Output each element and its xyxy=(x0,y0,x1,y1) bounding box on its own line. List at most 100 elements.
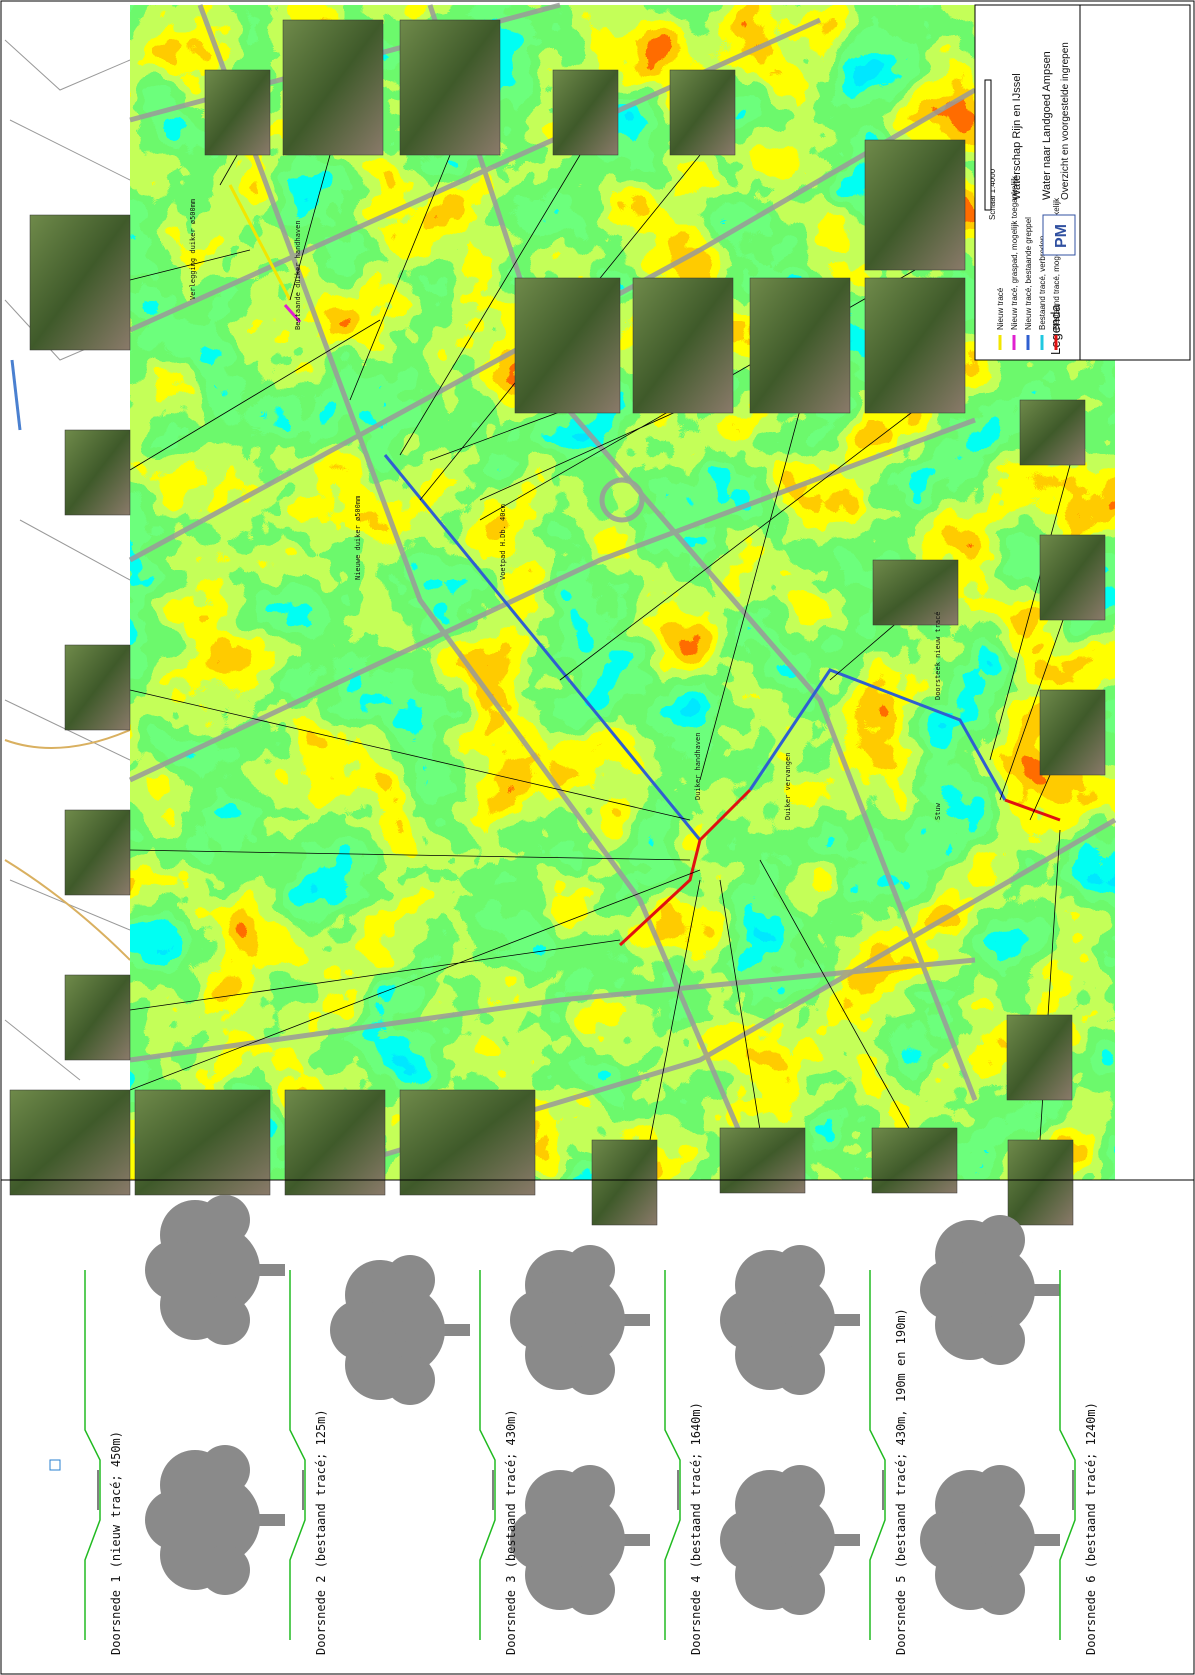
map-annotation: Duiker vervangen xyxy=(784,753,792,820)
map-annotation: Verlegging duiker ø500mm xyxy=(189,199,197,300)
scale-label: Schaal 1:4000 xyxy=(988,168,997,220)
tree-crown xyxy=(775,1245,825,1295)
map-annotations: Verlegging duiker ø500mm Bestaande duiker… xyxy=(189,199,942,820)
section-title: Doorsnede 2 (bestaand tracé; 125m) xyxy=(314,1409,328,1655)
route-new xyxy=(228,184,292,301)
site-photo xyxy=(864,139,966,271)
tree-crown xyxy=(200,1545,250,1595)
tree-crown xyxy=(975,1215,1025,1265)
site-photo xyxy=(1006,1014,1073,1101)
scale-bar xyxy=(984,79,992,211)
map-annotation: Doorsteek nieuw tracé xyxy=(934,611,942,700)
site-photo xyxy=(9,1089,131,1196)
section-profile xyxy=(479,1270,496,1640)
site-photo xyxy=(1039,534,1106,621)
site-photo xyxy=(514,277,621,414)
site-photo xyxy=(872,559,959,626)
section-profile xyxy=(664,1270,681,1640)
tree-crown xyxy=(920,1510,980,1570)
site-photo xyxy=(864,277,966,414)
section-profile xyxy=(1059,1270,1076,1640)
elevation-map-texture xyxy=(130,5,975,1180)
map-annotation: Stuw xyxy=(934,802,942,820)
tree-crown xyxy=(975,1315,1025,1365)
site-photo xyxy=(1039,689,1106,776)
client-name: Waterschap Rijn en IJssel xyxy=(1011,73,1023,200)
section-title: Doorsnede 3 (bestaand tracé; 430m) xyxy=(504,1409,518,1655)
site-photo xyxy=(552,69,619,156)
site-photo xyxy=(749,277,851,414)
section-title: Doorsnede 4 (bestaand tracé; 1640m) xyxy=(689,1402,703,1655)
tree-crown xyxy=(720,1510,780,1570)
site-photo xyxy=(871,1127,958,1194)
tree-crown xyxy=(385,1255,435,1305)
tree-crown xyxy=(920,1260,980,1320)
tree-crown xyxy=(565,1345,615,1395)
tree-crown xyxy=(510,1510,570,1570)
site-photo xyxy=(64,644,131,731)
section-profile xyxy=(869,1270,886,1640)
tree-crown xyxy=(200,1195,250,1245)
section-profile xyxy=(289,1270,306,1640)
route-ditch xyxy=(383,454,1007,841)
tree-crown xyxy=(775,1345,825,1395)
site-photo xyxy=(64,974,131,1061)
legend-label: Nieuw tracé xyxy=(996,287,1005,330)
site-photo xyxy=(669,69,736,156)
site-photo xyxy=(1007,1139,1074,1226)
site-photo xyxy=(399,1089,536,1196)
tree-crown xyxy=(145,1490,205,1550)
site-photo xyxy=(399,19,501,156)
site-photo xyxy=(204,69,271,156)
structure-symbol xyxy=(49,1459,61,1471)
logo: PM xyxy=(1053,224,1070,248)
title-block-texts: Schaal 1:4000 Waterschap Rijn en IJssel Wa… xyxy=(984,42,1076,256)
tree-crown xyxy=(775,1565,825,1615)
tree-crown xyxy=(975,1565,1025,1615)
section-title: Doorsnede 5 (bestaand tracé; 430m, 190m … xyxy=(894,1308,908,1655)
tree-crown xyxy=(330,1300,390,1360)
tree-crown xyxy=(565,1565,615,1615)
tree-crown xyxy=(145,1240,205,1300)
tree-crown xyxy=(200,1445,250,1495)
site-photo xyxy=(1019,399,1086,466)
tree-crown xyxy=(510,1290,570,1350)
map-annotation: Bestaande duiker handhaven xyxy=(294,220,302,330)
section-profile xyxy=(84,1270,101,1640)
logo-box xyxy=(1042,214,1076,256)
site-photo xyxy=(632,277,734,414)
legend-label: Nieuw tracé, bestaande greppel xyxy=(1024,217,1033,330)
photos xyxy=(9,19,1106,1226)
project-name: Water naar Landgoed Ampsen xyxy=(1041,51,1053,200)
site-photo xyxy=(134,1089,271,1196)
section-title: Doorsnede 1 (nieuw tracé; 450m) xyxy=(109,1431,123,1655)
subject: Overzicht en voorgestelde ingrepen xyxy=(1060,42,1071,200)
tree-crown xyxy=(200,1295,250,1345)
site-photo xyxy=(591,1139,658,1226)
site-photo xyxy=(29,214,131,351)
legend-label: Bestaand tracé, verbreden xyxy=(1038,236,1047,330)
site-photo xyxy=(284,1089,386,1196)
section-title: Doorsnede 6 (bestaand tracé; 1240m) xyxy=(1084,1402,1098,1655)
legend-title: Legenda xyxy=(1048,304,1063,355)
title-block xyxy=(974,4,1191,361)
site-photo xyxy=(282,19,384,156)
site-photo xyxy=(64,429,131,516)
map-annotation: Nieuwe duiker ø500mm xyxy=(354,496,362,580)
routes xyxy=(228,184,1061,947)
tree-crown xyxy=(385,1355,435,1405)
site-photo xyxy=(64,809,131,896)
map-annotation: Duiker handhaven xyxy=(694,733,702,800)
tree-crown xyxy=(775,1465,825,1515)
tree-crown xyxy=(565,1465,615,1515)
cross-sections: Doorsnede 1 (nieuw tracé; 450m) Doorsnede… xyxy=(49,1195,1098,1655)
tree-crown xyxy=(565,1245,615,1295)
legend-label: Nieuw tracé, graspad, mogelijk toegankel… xyxy=(1010,175,1019,330)
route-grass xyxy=(283,304,302,323)
map-annotation: Voetpad H.Db. 40cm xyxy=(499,504,507,580)
legend: Legenda Nieuw tracé Nieuw tracé, graspad, … xyxy=(996,175,1063,355)
site-photo xyxy=(719,1127,806,1194)
tree-crown xyxy=(975,1465,1025,1515)
tree-crown xyxy=(720,1290,780,1350)
